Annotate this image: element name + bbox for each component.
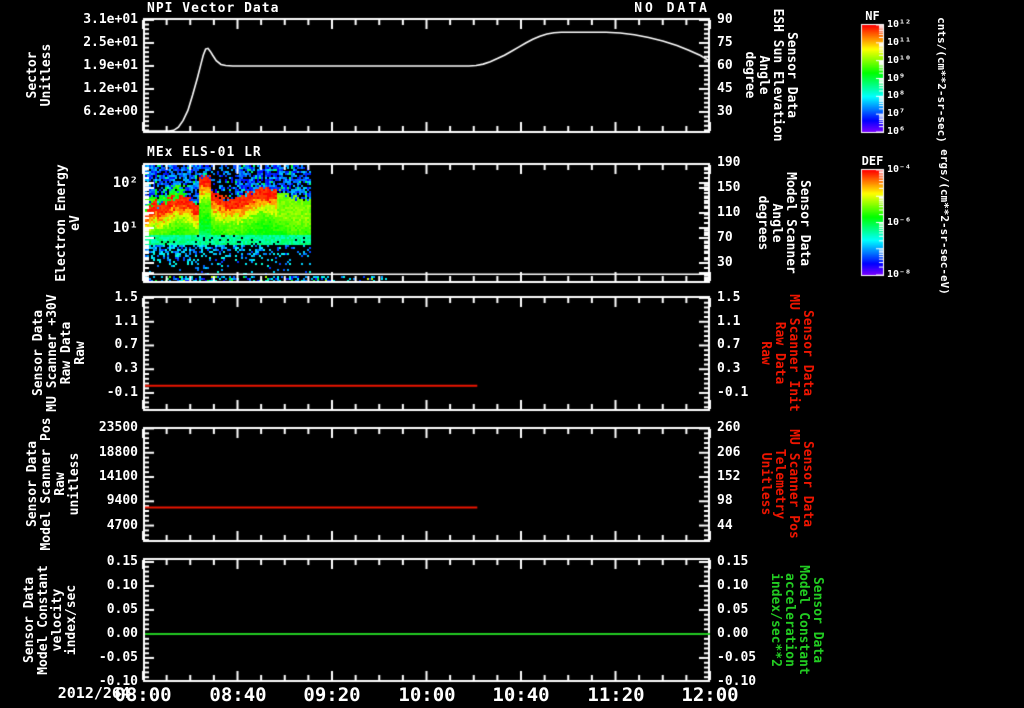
p1-right-tick-2: 60 — [717, 58, 733, 73]
p2-right-tick-2: 110 — [717, 205, 741, 220]
p4-left-tick-2: 14100 — [98, 469, 138, 484]
p4-right-tick-1: 206 — [717, 445, 741, 460]
p5-right-tick-3: 0.00 — [717, 626, 749, 641]
p5-left-tick-5: -0.10 — [98, 674, 138, 689]
p1-left-tick-4: 6.2e+00 — [83, 104, 138, 119]
x-tick-1: 08:40 — [209, 684, 267, 706]
nf-cb-tick-4: 10⁸ — [887, 90, 906, 101]
x-tick-2: 09:20 — [303, 684, 361, 706]
nf-cb-tick-2: 10¹⁰ — [887, 55, 912, 66]
p5-right-tick-5: -0.10 — [717, 674, 757, 689]
p3-right-tick-2: 0.7 — [717, 337, 741, 352]
nf-colorbar-unit: cnts/(cm**2-sr-sec) — [934, 17, 948, 143]
p5-left-tick-0: 0.15 — [106, 554, 138, 569]
p3-left-tick-3: 0.3 — [114, 361, 138, 376]
p1-left-tick-3: 1.2e+01 — [83, 81, 138, 96]
x-tick-5: 11:20 — [587, 684, 645, 706]
x-tick-3: 10:00 — [398, 684, 456, 706]
p1-right-tick-3: 45 — [717, 81, 733, 96]
p1-left-tick-0: 3.1e+01 — [83, 12, 138, 27]
p1-left-axis-label: Sector Unitless — [24, 43, 54, 107]
p1-right-tick-1: 75 — [717, 35, 733, 50]
nf-cb-tick-6: 10⁶ — [887, 126, 906, 137]
p2-right-tick-0: 190 — [717, 155, 741, 170]
p1-left-tick-1: 2.5e+01 — [83, 35, 138, 50]
p4-left-tick-3: 9400 — [106, 493, 138, 508]
x-tick-6: 12:00 — [681, 684, 739, 706]
p3-left-tick-0: 1.5 — [114, 290, 138, 305]
p3-right-tick-0: 1.5 — [717, 290, 741, 305]
p4-left-tick-1: 18800 — [98, 445, 138, 460]
def-colorbar-unit: ergs/(cm**2-sr-sec-eV) — [937, 149, 951, 295]
def-cb-tick-0: 10⁻⁴ — [887, 164, 912, 175]
p1-right-tick-0: 90 — [717, 12, 733, 27]
p1-right-axis-label: Sensor Data ESH Sun Elevation Angle degr… — [741, 8, 800, 142]
def-cb-tick-1: 10⁻⁶ — [887, 217, 912, 228]
p2-left-tick-1: 10¹ — [112, 220, 138, 236]
p5-left-tick-4: -0.05 — [98, 650, 138, 665]
panel2-title: MEx ELS-01 LR — [147, 145, 262, 160]
p5-right-tick-4: -0.05 — [717, 650, 757, 665]
x-tick-4: 10:40 — [492, 684, 550, 706]
def-cb-tick-2: 10⁻⁸ — [887, 269, 912, 280]
p3-right-tick-4: -0.1 — [717, 385, 749, 400]
p3-left-tick-4: -0.1 — [106, 385, 138, 400]
p4-right-tick-0: 260 — [717, 420, 741, 435]
nf-cb-tick-1: 10¹¹ — [887, 37, 912, 48]
x-tick-0: 08:00 — [114, 684, 172, 706]
def-colorbar-title: DEF — [861, 154, 884, 168]
p4-right-tick-2: 152 — [717, 469, 741, 484]
nf-colorbar-title: NF — [865, 9, 880, 23]
p4-right-tick-3: 98 — [717, 493, 733, 508]
p4-left-tick-4: 4700 — [106, 518, 138, 533]
p3-right-tick-1: 1.1 — [717, 314, 741, 329]
p1-left-tick-2: 1.9e+01 — [83, 58, 138, 73]
p2-right-tick-3: 70 — [717, 230, 733, 245]
p2-left-tick-0: 10² — [112, 175, 138, 191]
nf-cb-tick-3: 10⁹ — [887, 73, 906, 84]
p3-left-tick-1: 1.1 — [114, 314, 138, 329]
p5-left-tick-2: 0.05 — [106, 602, 138, 617]
p5-left-tick-1: 0.10 — [106, 578, 138, 593]
p5-right-tick-2: 0.05 — [717, 602, 749, 617]
nf-cb-tick-0: 10¹² — [887, 19, 912, 30]
nf-cb-tick-5: 10⁷ — [887, 108, 906, 119]
panel1-title: NPI Vector Data — [147, 1, 280, 16]
p3-left-tick-2: 0.7 — [114, 337, 138, 352]
p4-right-tick-4: 44 — [717, 518, 733, 533]
p5-right-tick-1: 0.10 — [717, 578, 749, 593]
p4-left-tick-0: 23500 — [98, 420, 138, 435]
p5-left-tick-3: 0.00 — [106, 626, 138, 641]
p1-right-tick-4: 30 — [717, 104, 733, 119]
p3-right-tick-3: 0.3 — [717, 361, 741, 376]
p5-right-tick-0: 0.15 — [717, 554, 749, 569]
date-label: 2012/264 — [57, 684, 130, 702]
no-data-status: NO DATA — [634, 1, 710, 16]
p2-right-tick-4: 30 — [717, 255, 733, 270]
p2-right-tick-1: 150 — [717, 180, 741, 195]
